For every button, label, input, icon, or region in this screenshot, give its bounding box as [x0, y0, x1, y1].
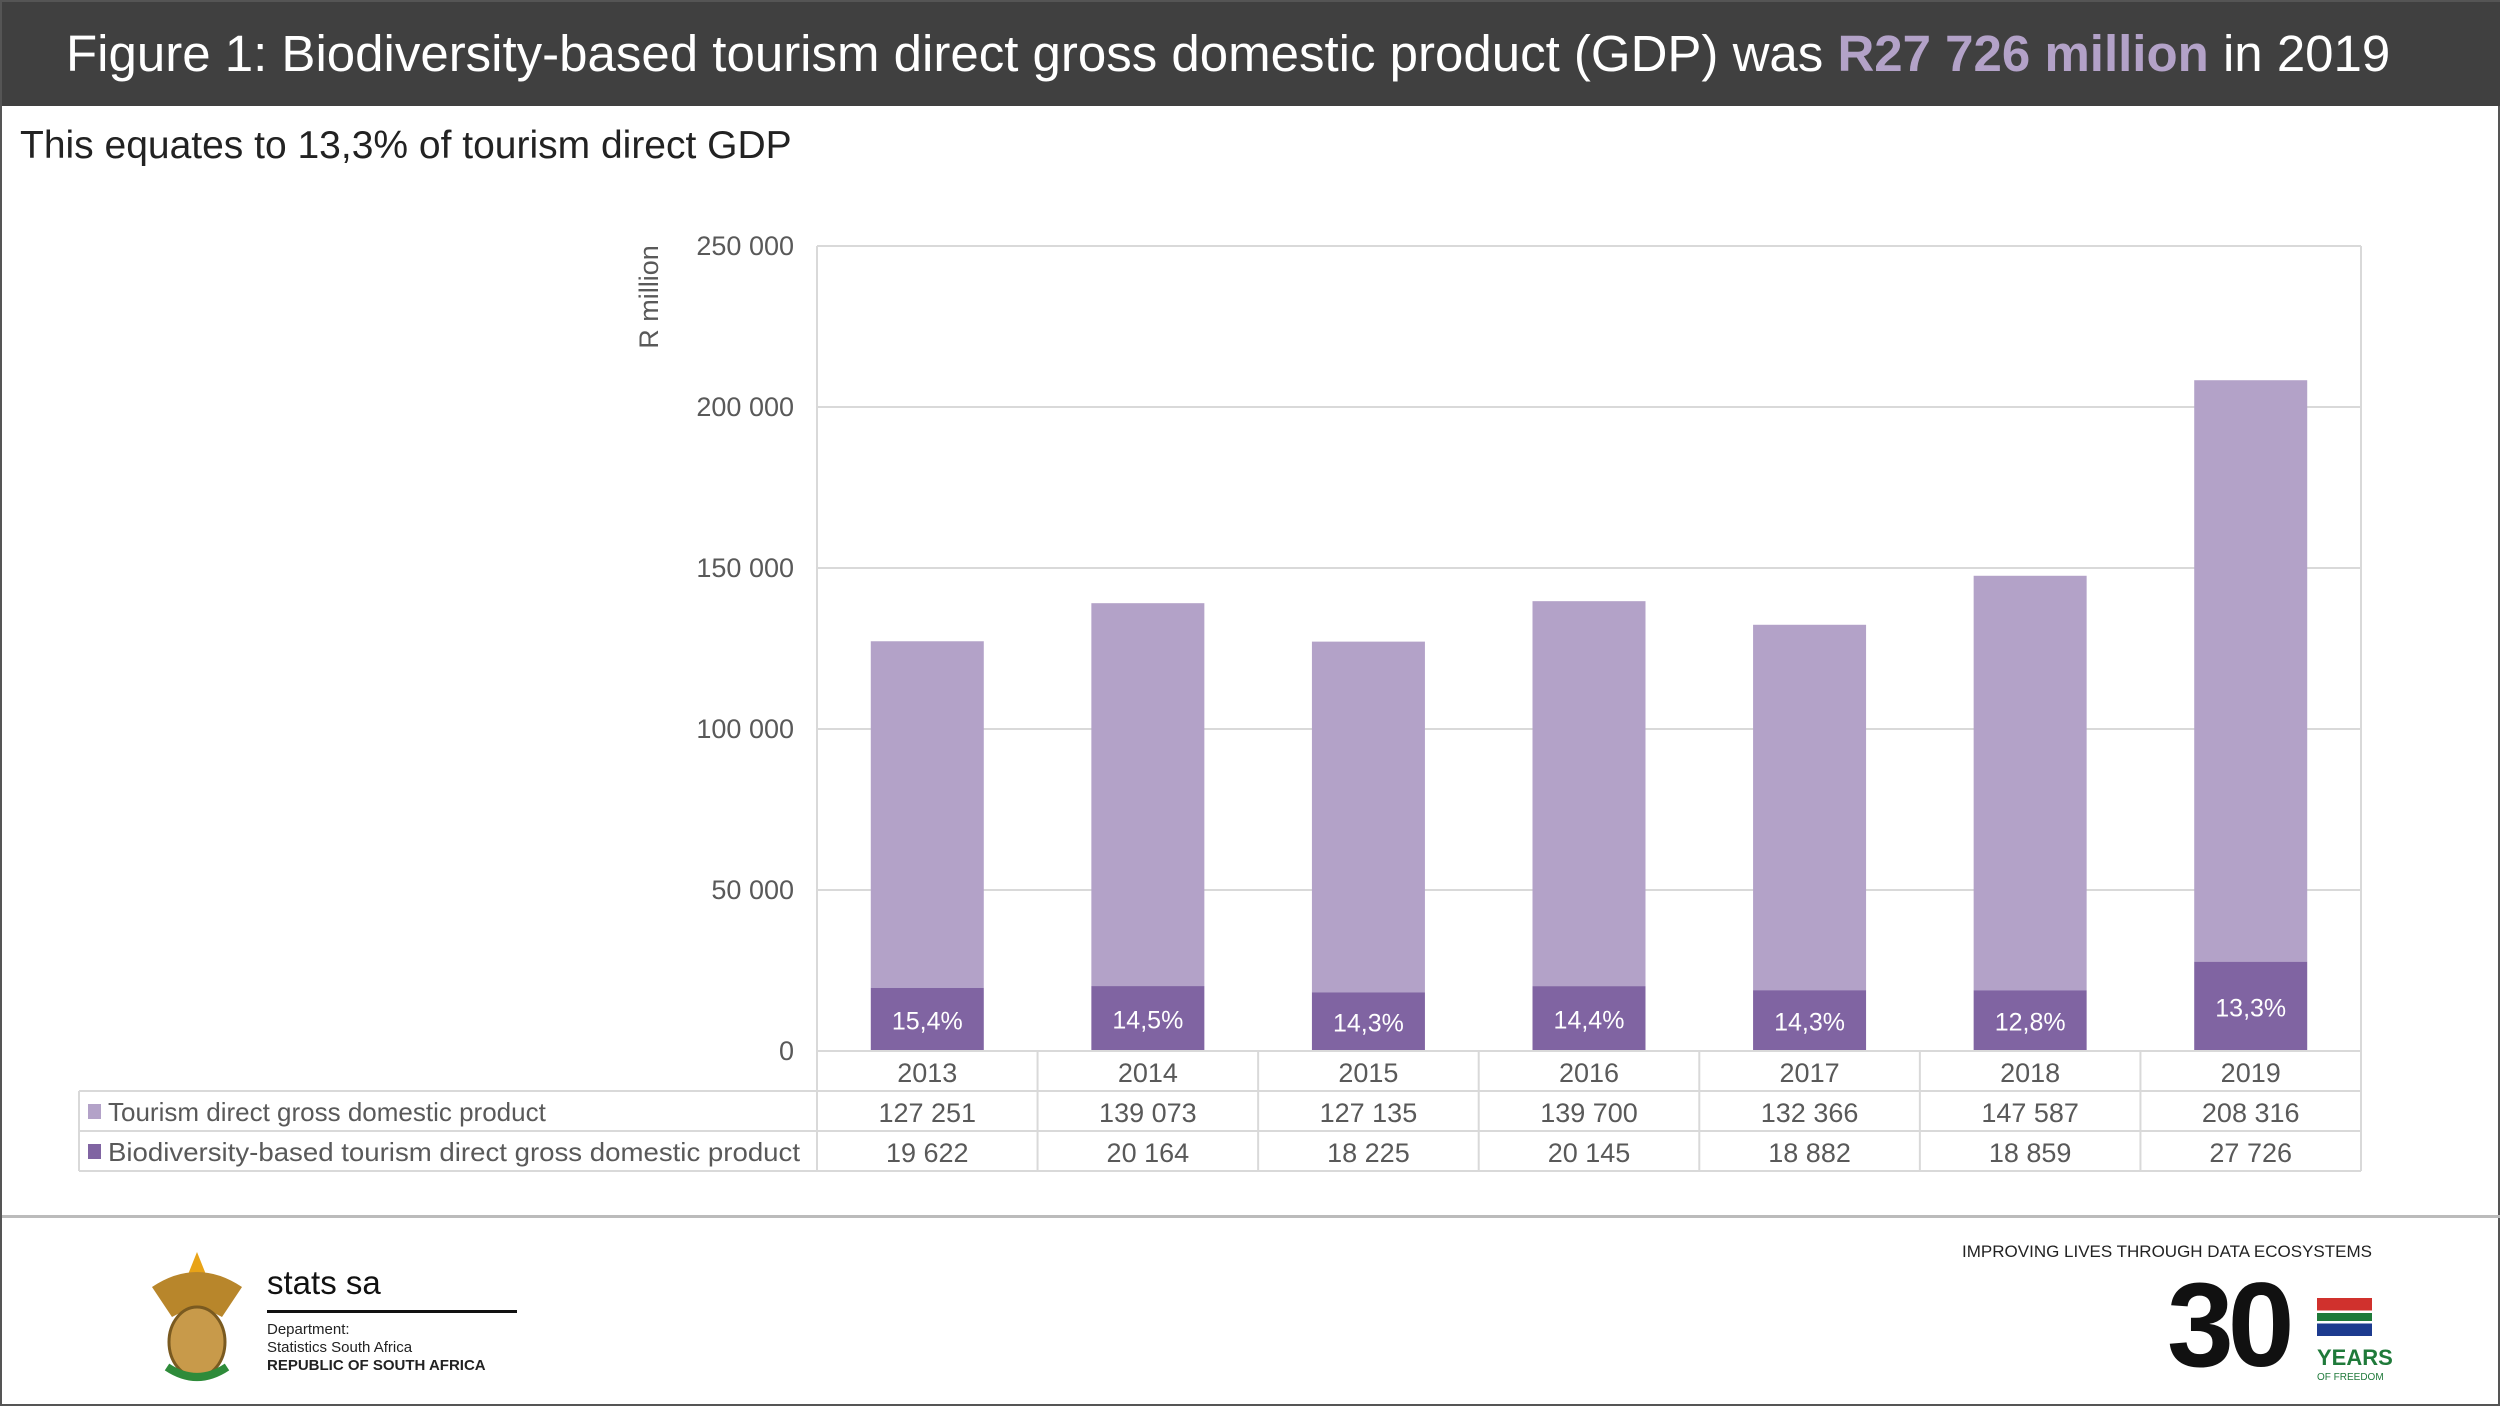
- table-cell: 208 316: [2202, 1098, 2300, 1128]
- title-text: Figure 1: Biodiversity-based tourism dir…: [66, 25, 1838, 82]
- y-tick-label: 100 000: [696, 714, 794, 744]
- x-tick-label: 2013: [897, 1058, 957, 1088]
- bar-tourism-2015: [1311, 641, 1425, 993]
- title-highlight: R27 726 million: [1837, 25, 2209, 82]
- table-cell: 20 164: [1107, 1138, 1190, 1168]
- dept-line: Statistics South Africa: [267, 1339, 413, 1356]
- bar-biodiversity-2019: [2194, 961, 2308, 1051]
- stats-sa-logo: stats sa Department: Statistics South Afr…: [132, 1247, 532, 1387]
- bar-tourism-2018: [1973, 575, 2087, 991]
- bar-tourism-2014: [1091, 603, 1205, 987]
- stacked-bar-chart: 0 50 000 100 000 150 000 200 000 250 000 R mil…: [78, 231, 2362, 1172]
- figure-title: Figure 1: Biodiversity-based tourism dir…: [2, 2, 2500, 106]
- freedom-text: OF FREEDOM: [2317, 1372, 2384, 1383]
- table-cell: 18 882: [1768, 1138, 1851, 1168]
- table-cell: 139 700: [1540, 1098, 1638, 1128]
- table-cell: 132 366: [1761, 1098, 1859, 1128]
- y-tick-label: 50 000: [711, 875, 794, 905]
- dept-line: Department:: [267, 1321, 350, 1338]
- legend-label: Tourism direct gross domestic product: [108, 1097, 547, 1127]
- x-tick-label: 2017: [1780, 1058, 1840, 1088]
- y-axis-label: R million: [634, 245, 664, 349]
- table-cell: 127 251: [878, 1098, 976, 1128]
- dept-line: REPUBLIC OF SOUTH AFRICA: [267, 1357, 486, 1374]
- data-label-2015: 14,3%: [1333, 1010, 1404, 1038]
- bar-biodiversity-2016: [1532, 986, 1646, 1051]
- y-tick-label: 250 000: [696, 231, 794, 261]
- legend-swatch: [88, 1104, 101, 1119]
- data-label-2016: 14,4%: [1554, 1007, 1625, 1035]
- title-suffix: in 2019: [2208, 25, 2391, 82]
- department-text: Department: Statistics South Africa REPUBL…: [267, 1321, 486, 1375]
- logo-rule: [267, 1310, 517, 1313]
- table-cell: 18 225: [1327, 1138, 1410, 1168]
- bar-biodiversity-2014: [1091, 986, 1205, 1051]
- bar-biodiversity-2017: [1753, 990, 1867, 1051]
- legend-label: Biodiversity-based tourism direct gross …: [108, 1137, 801, 1167]
- table-cell: 147 587: [1981, 1098, 2079, 1128]
- flag-icon: [2317, 1298, 2372, 1336]
- subtitle: This equates to 13,3% of tourism direct …: [20, 124, 792, 167]
- bar-biodiversity-2018: [1973, 990, 2087, 1051]
- tagline: IMPROVING LIVES THROUGH DATA ECOSYSTEMS: [1962, 1242, 2372, 1261]
- data-label-2014: 14,5%: [1112, 1007, 1183, 1035]
- data-label-2018: 12,8%: [1995, 1009, 2066, 1037]
- data-label-2019: 13,3%: [2215, 994, 2286, 1022]
- table-cell: 127 135: [1320, 1098, 1418, 1128]
- x-tick-label: 2018: [2000, 1058, 2060, 1088]
- y-tick-label: 200 000: [696, 392, 794, 422]
- table-cell: 27 726: [2209, 1138, 2292, 1168]
- bar-biodiversity-2015: [1311, 992, 1425, 1051]
- bar-tourism-2017: [1753, 624, 1867, 991]
- thirty-mark: 30: [2167, 1258, 2295, 1392]
- years-text: YEARS: [2317, 1345, 2393, 1370]
- x-tick-label: 2015: [1338, 1058, 1398, 1088]
- stats-sa-wordmark: stats sa: [267, 1264, 381, 1301]
- bar-tourism-2019: [2194, 380, 2308, 962]
- 30-years-freedom-logo: IMPROVING LIVES THROUGH DATA ECOSYSTEMS …: [1932, 1240, 2393, 1392]
- y-tick-label: 0: [779, 1036, 794, 1066]
- y-tick-label: 150 000: [696, 553, 794, 583]
- data-label-2017: 14,3%: [1774, 1009, 1845, 1037]
- data-label-2013: 15,4%: [892, 1007, 963, 1035]
- table-cell: 20 145: [1548, 1138, 1631, 1168]
- bar-tourism-2013: [870, 641, 984, 988]
- footer-divider: [2, 1215, 2500, 1218]
- coat-of-arms-icon: [152, 1252, 242, 1381]
- bar-tourism-2016: [1532, 601, 1646, 987]
- bar-biodiversity-2013: [870, 987, 984, 1051]
- table-cell: 18 859: [1989, 1138, 2072, 1168]
- table-cell: 139 073: [1099, 1098, 1197, 1128]
- legend-swatch: [88, 1144, 101, 1159]
- x-tick-label: 2019: [2221, 1058, 2281, 1088]
- table-cell: 19 622: [886, 1138, 969, 1168]
- x-tick-label: 2014: [1118, 1058, 1178, 1088]
- x-tick-label: 2016: [1559, 1058, 1619, 1088]
